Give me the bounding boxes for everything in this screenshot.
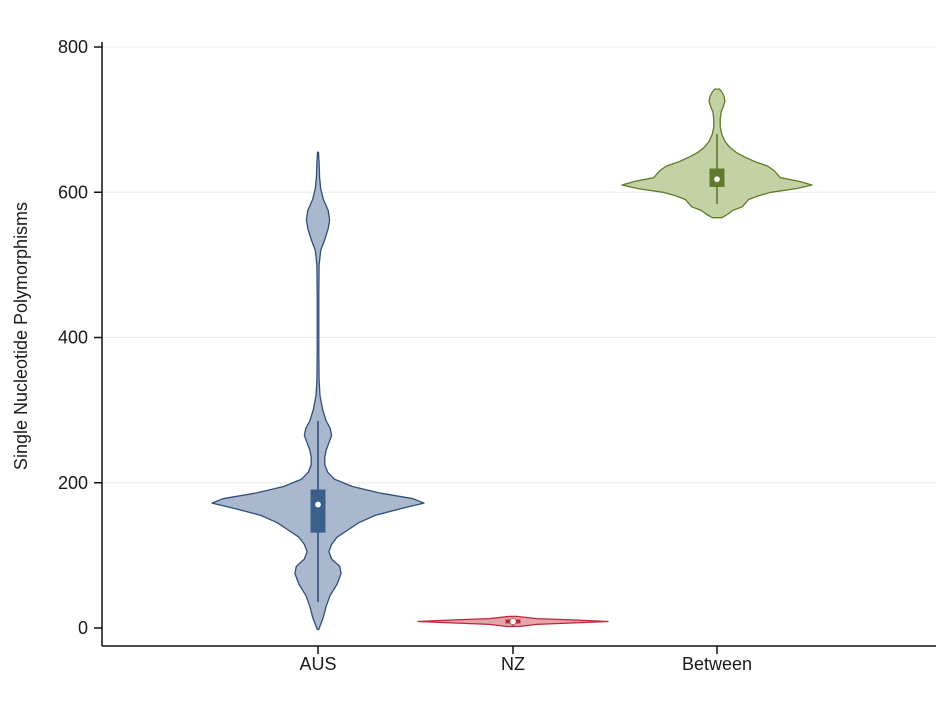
y-tick-label: 800 [58, 37, 88, 57]
y-ticks: 0 200 400 600 800 [58, 37, 102, 638]
violin-median-marker [509, 617, 517, 625]
violin-median-marker [713, 175, 721, 183]
violin-median-marker [314, 501, 322, 509]
violin-nz [417, 615, 609, 628]
violin-iqr-box [310, 489, 326, 533]
gridlines [102, 46, 936, 484]
violin-aus [211, 151, 425, 631]
x-tick-label: AUS [299, 654, 336, 674]
y-tick-label: 600 [58, 182, 88, 202]
x-tick-label: Between [682, 654, 752, 674]
x-ticks: AUS NZ Between [299, 646, 752, 674]
axes [101, 42, 936, 647]
y-tick-label: 200 [58, 473, 88, 493]
x-tick-label: NZ [501, 654, 525, 674]
violin-between [621, 88, 813, 219]
y-tick-label: 0 [78, 618, 88, 638]
violins [211, 88, 813, 631]
y-axis-title: Single Nucleotide Polymorphisms [11, 202, 31, 470]
violin-body [211, 151, 425, 631]
y-tick-label: 400 [58, 328, 88, 348]
